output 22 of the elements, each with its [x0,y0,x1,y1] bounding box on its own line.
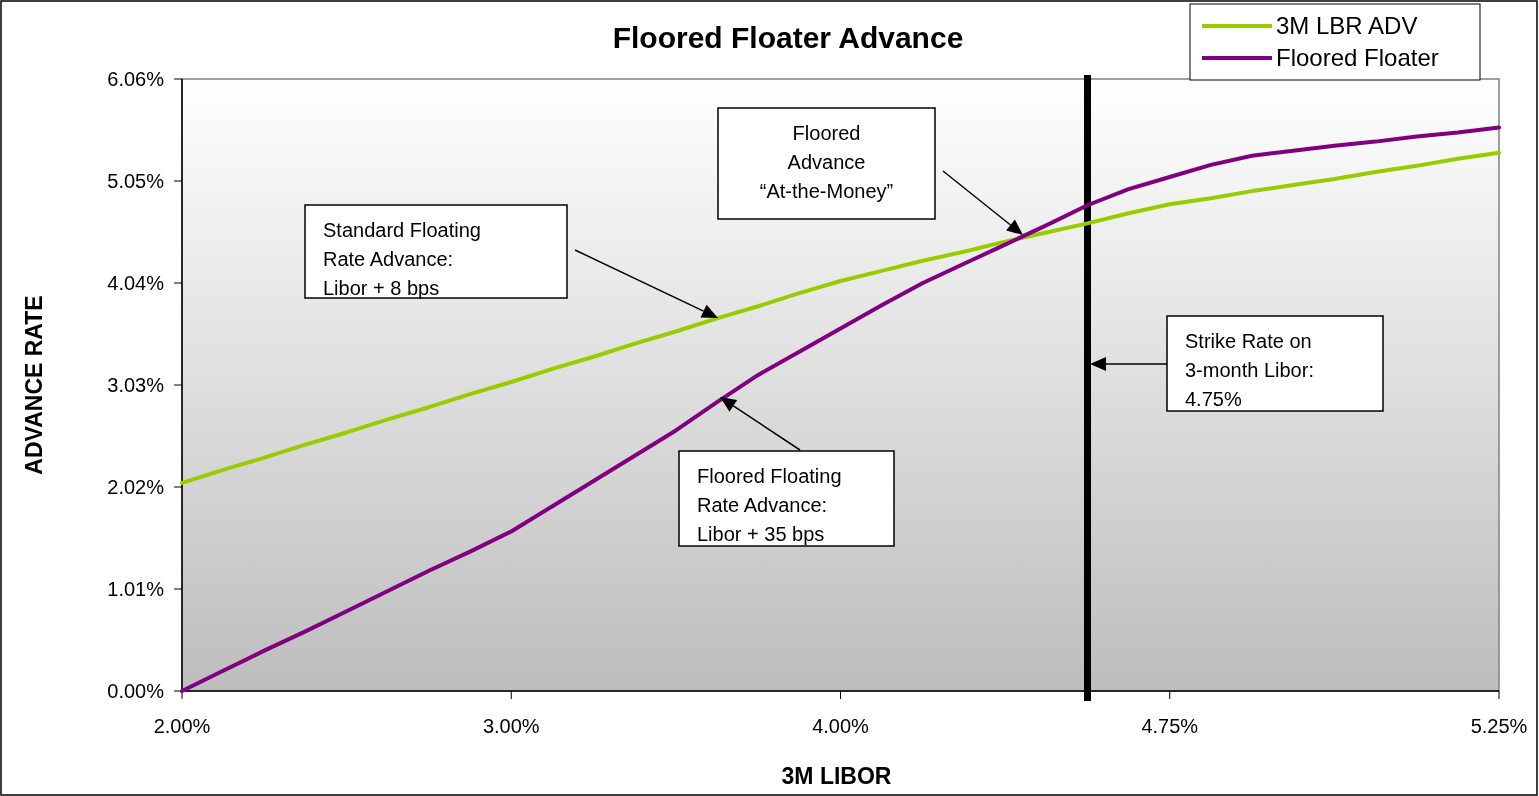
x-axis-title: 3M LIBOR [781,763,892,789]
y-tick-label: 0.00% [107,680,165,702]
x-tick-label: 4.75% [1141,715,1199,737]
y-tick-label: 2.02% [107,476,165,498]
x-tick-label: 2.00% [153,715,211,737]
x-tick-label: 5.25% [1470,715,1528,737]
annotation: Strike Rate on 3-month Libor: 4.75% [1185,330,1314,410]
x-tick-label: 4.00% [812,715,870,737]
annotation: Floored Advance “At-the-Money” [759,122,894,202]
y-tick-label: 3.03% [107,374,165,396]
legend-label: Floored Floater [1276,44,1439,72]
y-tick-label: 5.05% [107,170,165,192]
line-series [180,150,1501,485]
legend-label: 3M LBR ADV [1276,12,1418,40]
y-tick-label: 4.04% [107,272,165,294]
annotation: Standard Floating Rate Advance: Libor + 8 bps [323,219,481,299]
y-axis-title: ADVANCE RATE [21,295,47,475]
annotation: Floored Floating Rate Advance: Libor + 35 bps [697,465,842,545]
y-tick-label: 1.01% [107,578,165,600]
chart-title: Floored Floater Advance [612,21,964,54]
y-tick-label: 6.06% [107,68,165,90]
x-tick-label: 3.00% [482,715,540,737]
